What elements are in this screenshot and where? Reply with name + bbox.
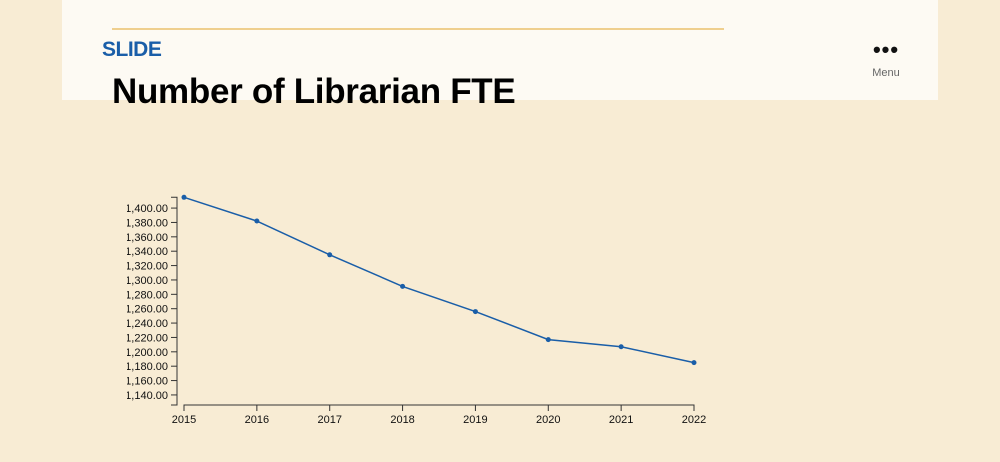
data-point <box>327 252 333 258</box>
x-tick-label: 2018 <box>390 414 414 426</box>
y-tick-label: 1,380.00 <box>125 217 168 229</box>
y-tick-label: 1,340.00 <box>125 246 168 258</box>
y-tick-label: 1,360.00 <box>125 232 168 244</box>
y-tick-label: 1,200.00 <box>125 347 168 359</box>
data-point <box>545 337 551 343</box>
y-tick-label: 1,320.00 <box>125 261 168 273</box>
y-tick-label: 1,140.00 <box>125 390 168 402</box>
data-point <box>400 283 406 289</box>
data-point <box>618 344 624 350</box>
series-line <box>183 196 695 364</box>
x-tick-label: 2015 <box>172 414 196 426</box>
y-tick-label: 1,180.00 <box>125 361 168 373</box>
accent-divider <box>112 28 724 30</box>
y-tick-label: 1,400.00 <box>125 203 168 215</box>
data-point <box>181 194 187 200</box>
data-point <box>472 309 478 315</box>
x-tick-label: 2016 <box>245 414 269 426</box>
data-point <box>254 218 260 224</box>
y-tick-label: 1,280.00 <box>125 289 168 301</box>
x-tick-label: 2022 <box>682 414 706 426</box>
x-tick-label: 2017 <box>317 414 341 426</box>
y-axis-line <box>171 196 178 406</box>
y-tick-label: 1,300.00 <box>125 275 168 287</box>
menu-button[interactable]: ••• Menu <box>862 37 910 80</box>
y-tick-label: 1,160.00 <box>125 376 168 388</box>
data-point <box>691 360 697 366</box>
page-title: Number of Librarian FTE <box>112 72 516 111</box>
y-tick-label: 1,240.00 <box>125 318 168 330</box>
x-axis-line <box>183 404 695 411</box>
header-panel <box>62 0 938 100</box>
x-tick-label: 2019 <box>463 414 487 426</box>
x-tick-label: 2020 <box>536 414 560 426</box>
menu-label: Menu <box>872 67 900 79</box>
section-label: SLIDE <box>102 38 162 61</box>
y-tick-label: 1,220.00 <box>125 332 168 344</box>
x-tick-label: 2021 <box>609 414 633 426</box>
more-horizontal-icon: ••• <box>872 37 900 62</box>
y-tick-label: 1,260.00 <box>125 304 168 316</box>
